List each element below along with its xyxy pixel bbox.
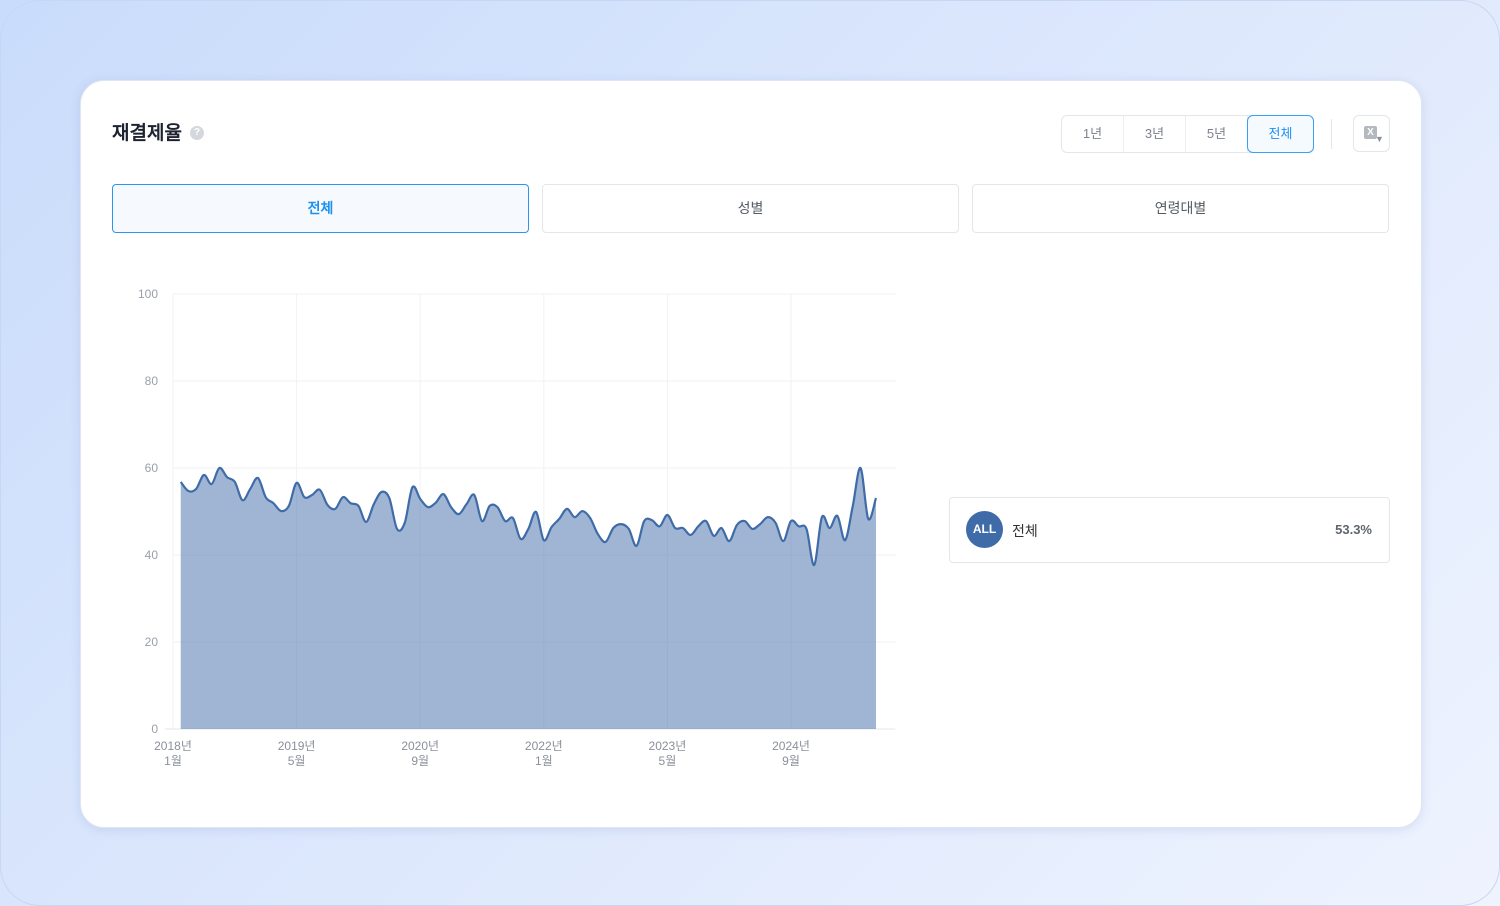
- question-circle-icon[interactable]: ?: [190, 126, 204, 140]
- x-tick-label: 1월: [164, 754, 182, 768]
- x-tick-label: 9월: [782, 754, 800, 768]
- y-tick-label: 80: [145, 374, 159, 388]
- tab-gender[interactable]: 성별: [542, 184, 959, 233]
- x-tick-label: 2018년: [154, 739, 192, 753]
- x-tick-label: 2020년: [401, 739, 439, 753]
- page-title: 재결제율: [112, 123, 182, 144]
- y-tick-label: 0: [151, 722, 158, 736]
- y-tick-label: 20: [145, 635, 159, 649]
- period-5y[interactable]: 5년: [1186, 116, 1248, 152]
- legend-label: 전체: [1012, 523, 1038, 539]
- y-tick-label: 40: [145, 548, 159, 562]
- excel-export-button[interactable]: X ▼: [1353, 115, 1390, 152]
- period-1y[interactable]: 1년: [1062, 116, 1124, 152]
- x-tick-label: 9월: [411, 754, 429, 768]
- x-tick-label: 2022년: [525, 739, 563, 753]
- tab-all[interactable]: 전체: [112, 184, 529, 233]
- legend-badge: ALL: [966, 511, 1003, 548]
- period-3y[interactable]: 3년: [1124, 116, 1186, 152]
- tab-age[interactable]: 연령대별: [972, 184, 1389, 233]
- download-arrow-icon: ▼: [1375, 134, 1384, 144]
- period-filter: 1년 3년 5년 전체: [1061, 115, 1314, 153]
- legend-value: 53.3%: [1335, 522, 1372, 537]
- x-tick-label: 2023년: [649, 739, 687, 753]
- repurchase-rate-card: 재결제율 ? 1년 3년 5년 전체 X ▼ 전체 성별 연령대별 0 20 40 60…: [80, 80, 1422, 828]
- y-tick-label: 60: [145, 461, 159, 475]
- excel-download-icon: X: [1364, 126, 1377, 139]
- series-area: [180, 467, 876, 729]
- x-tick-label: 5월: [659, 754, 677, 768]
- x-tick-label: 2024년: [772, 739, 810, 753]
- x-tick-label: 2019년: [278, 739, 316, 753]
- legend-item[interactable]: ALL 전체 53.3%: [949, 497, 1390, 563]
- x-tick-label: 5월: [288, 754, 306, 768]
- divider: [1331, 119, 1332, 149]
- area-chart: 0204060801002018년1월2019년5월2020년9월2022년1월…: [138, 287, 896, 768]
- period-all[interactable]: 전체: [1247, 115, 1314, 153]
- y-tick-label: 100: [138, 287, 158, 301]
- x-tick-label: 1월: [535, 754, 553, 768]
- segment-tabs: 전체 성별 연령대별: [112, 184, 1389, 233]
